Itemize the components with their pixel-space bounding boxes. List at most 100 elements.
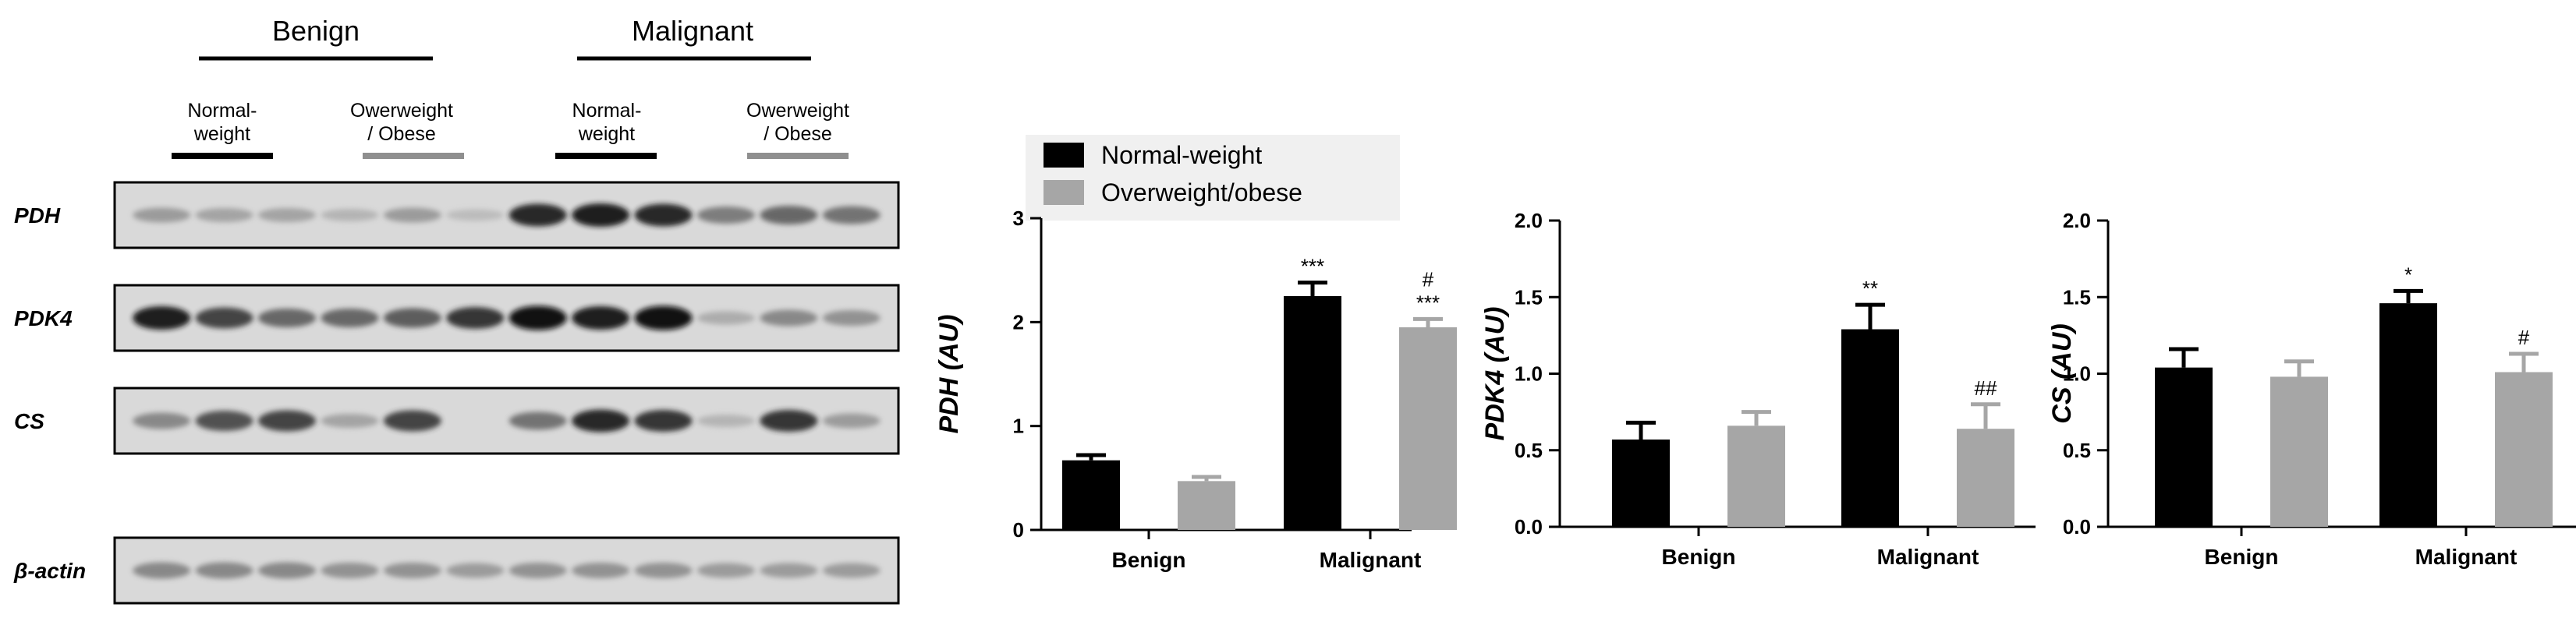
blot-band (195, 208, 253, 222)
y-tick-label: 0.0 (2063, 515, 2091, 538)
blot-band (760, 410, 818, 432)
bar (1957, 429, 2014, 527)
x-category-label: Benign (1662, 545, 1736, 569)
blot-group-label: Benign (272, 15, 360, 47)
bar (2379, 303, 2437, 527)
blot-row-label: β-actin (13, 559, 86, 583)
x-category-label: Benign (2205, 545, 2279, 569)
y-tick-label: 1 (1013, 415, 1024, 438)
bar-group (1062, 453, 1120, 530)
blot-subgroup-label: Normal- (572, 100, 642, 122)
blot-band (696, 563, 755, 578)
blot-band (822, 310, 881, 326)
blot-row: CS (14, 387, 900, 455)
blot-band (446, 563, 505, 578)
bar-group (2495, 351, 2553, 527)
bar (2270, 376, 2328, 527)
blot-band (696, 207, 755, 224)
blot-band (508, 411, 567, 430)
blot-row: PDK4 (14, 284, 900, 352)
bar (1727, 425, 1785, 527)
blot-band (760, 206, 818, 224)
blot-band (321, 563, 379, 578)
blot-band (696, 311, 755, 325)
bar-group (1727, 410, 1785, 527)
blot-band (446, 209, 505, 221)
bar (1284, 296, 1341, 530)
bar-group (1178, 475, 1235, 530)
blot-band (634, 563, 693, 578)
blot-band (383, 410, 441, 432)
bar-group (1957, 402, 2014, 527)
blot-band (572, 306, 630, 330)
y-tick-label: 0.5 (1515, 439, 1543, 462)
blot-band (508, 203, 567, 227)
blot-band (508, 305, 567, 330)
blot-band (195, 411, 253, 431)
y-tick-label: 1.5 (1515, 285, 1543, 309)
bar-group (1399, 316, 1457, 530)
blot-band (634, 305, 693, 330)
bar (1178, 481, 1235, 530)
significance-marker: # (2518, 326, 2530, 349)
bar-group (1841, 302, 1899, 527)
y-tick-label: 0 (1013, 518, 1024, 542)
blot-row-label: PDK4 (14, 306, 73, 330)
blot-band (258, 208, 317, 222)
blot-band (195, 307, 253, 329)
blot-band (321, 309, 379, 327)
x-category-label: Malignant (2415, 545, 2518, 569)
significance-marker: ## (1975, 376, 1997, 400)
significance-marker: # (1423, 267, 1434, 291)
legend-label: Normal-weight (1101, 141, 1262, 169)
blot-band (572, 563, 630, 578)
bar (2155, 367, 2213, 527)
significance-marker: * (2404, 263, 2412, 286)
y-tick-label: 0.5 (2063, 439, 2091, 462)
legend-box (1026, 135, 1400, 221)
blot-band (572, 409, 630, 433)
blot-subgroup-label: weight (193, 123, 250, 145)
blot-band (760, 309, 818, 327)
y-tick-label: 1.5 (2063, 285, 2091, 309)
significance-marker: *** (1301, 255, 1324, 278)
blot-band (258, 562, 317, 579)
blot-band (258, 309, 317, 327)
legend: Normal-weight Overweight/obese (1026, 135, 1400, 221)
blot-row: β-actin (13, 536, 900, 605)
blot-band (258, 410, 317, 432)
blot-band (321, 414, 379, 428)
blot-band (822, 413, 881, 429)
blot-band (133, 207, 191, 223)
blot-band (822, 206, 881, 224)
blot-band (195, 562, 253, 579)
blot-band (133, 306, 191, 330)
bar-group (1284, 281, 1341, 530)
blot-subgroup-label: weight (578, 123, 635, 145)
cs-bar-chart: 0.0 0.5 1.0 1.5 2.0 CS (AU) Benign Malignant * # (2047, 209, 2576, 569)
blot-band (634, 203, 693, 227)
significance-marker: ** (1862, 277, 1878, 300)
blot-band (696, 415, 755, 427)
blot-subgroup-label: / Obese (764, 123, 832, 145)
blot-band (822, 563, 881, 578)
blot-band (508, 563, 567, 578)
y-tick-label: 2.0 (1515, 209, 1543, 232)
blot-row-label: CS (14, 409, 44, 433)
blot-band (446, 307, 505, 329)
significance-marker: *** (1416, 291, 1440, 314)
bar-group (2379, 288, 2437, 527)
bar (1399, 327, 1457, 530)
y-tick-label: 1.0 (1515, 362, 1543, 386)
y-tick-label: 2 (1013, 310, 1024, 334)
y-tick-label: 2.0 (2063, 209, 2091, 232)
pdk4-bar-chart: 0.0 0.5 1.0 1.5 2.0 PDK4 (AU) Benign Malignant *… (1480, 209, 2036, 569)
blot-group-label: Malignant (632, 15, 753, 47)
legend-label: Overweight/obese (1101, 178, 1302, 207)
blot-band (383, 308, 441, 328)
blot-subgroup-label: / Obese (367, 123, 436, 145)
x-category-label: Malignant (1320, 548, 1422, 572)
bar (1062, 460, 1120, 530)
blot-band (321, 209, 379, 221)
